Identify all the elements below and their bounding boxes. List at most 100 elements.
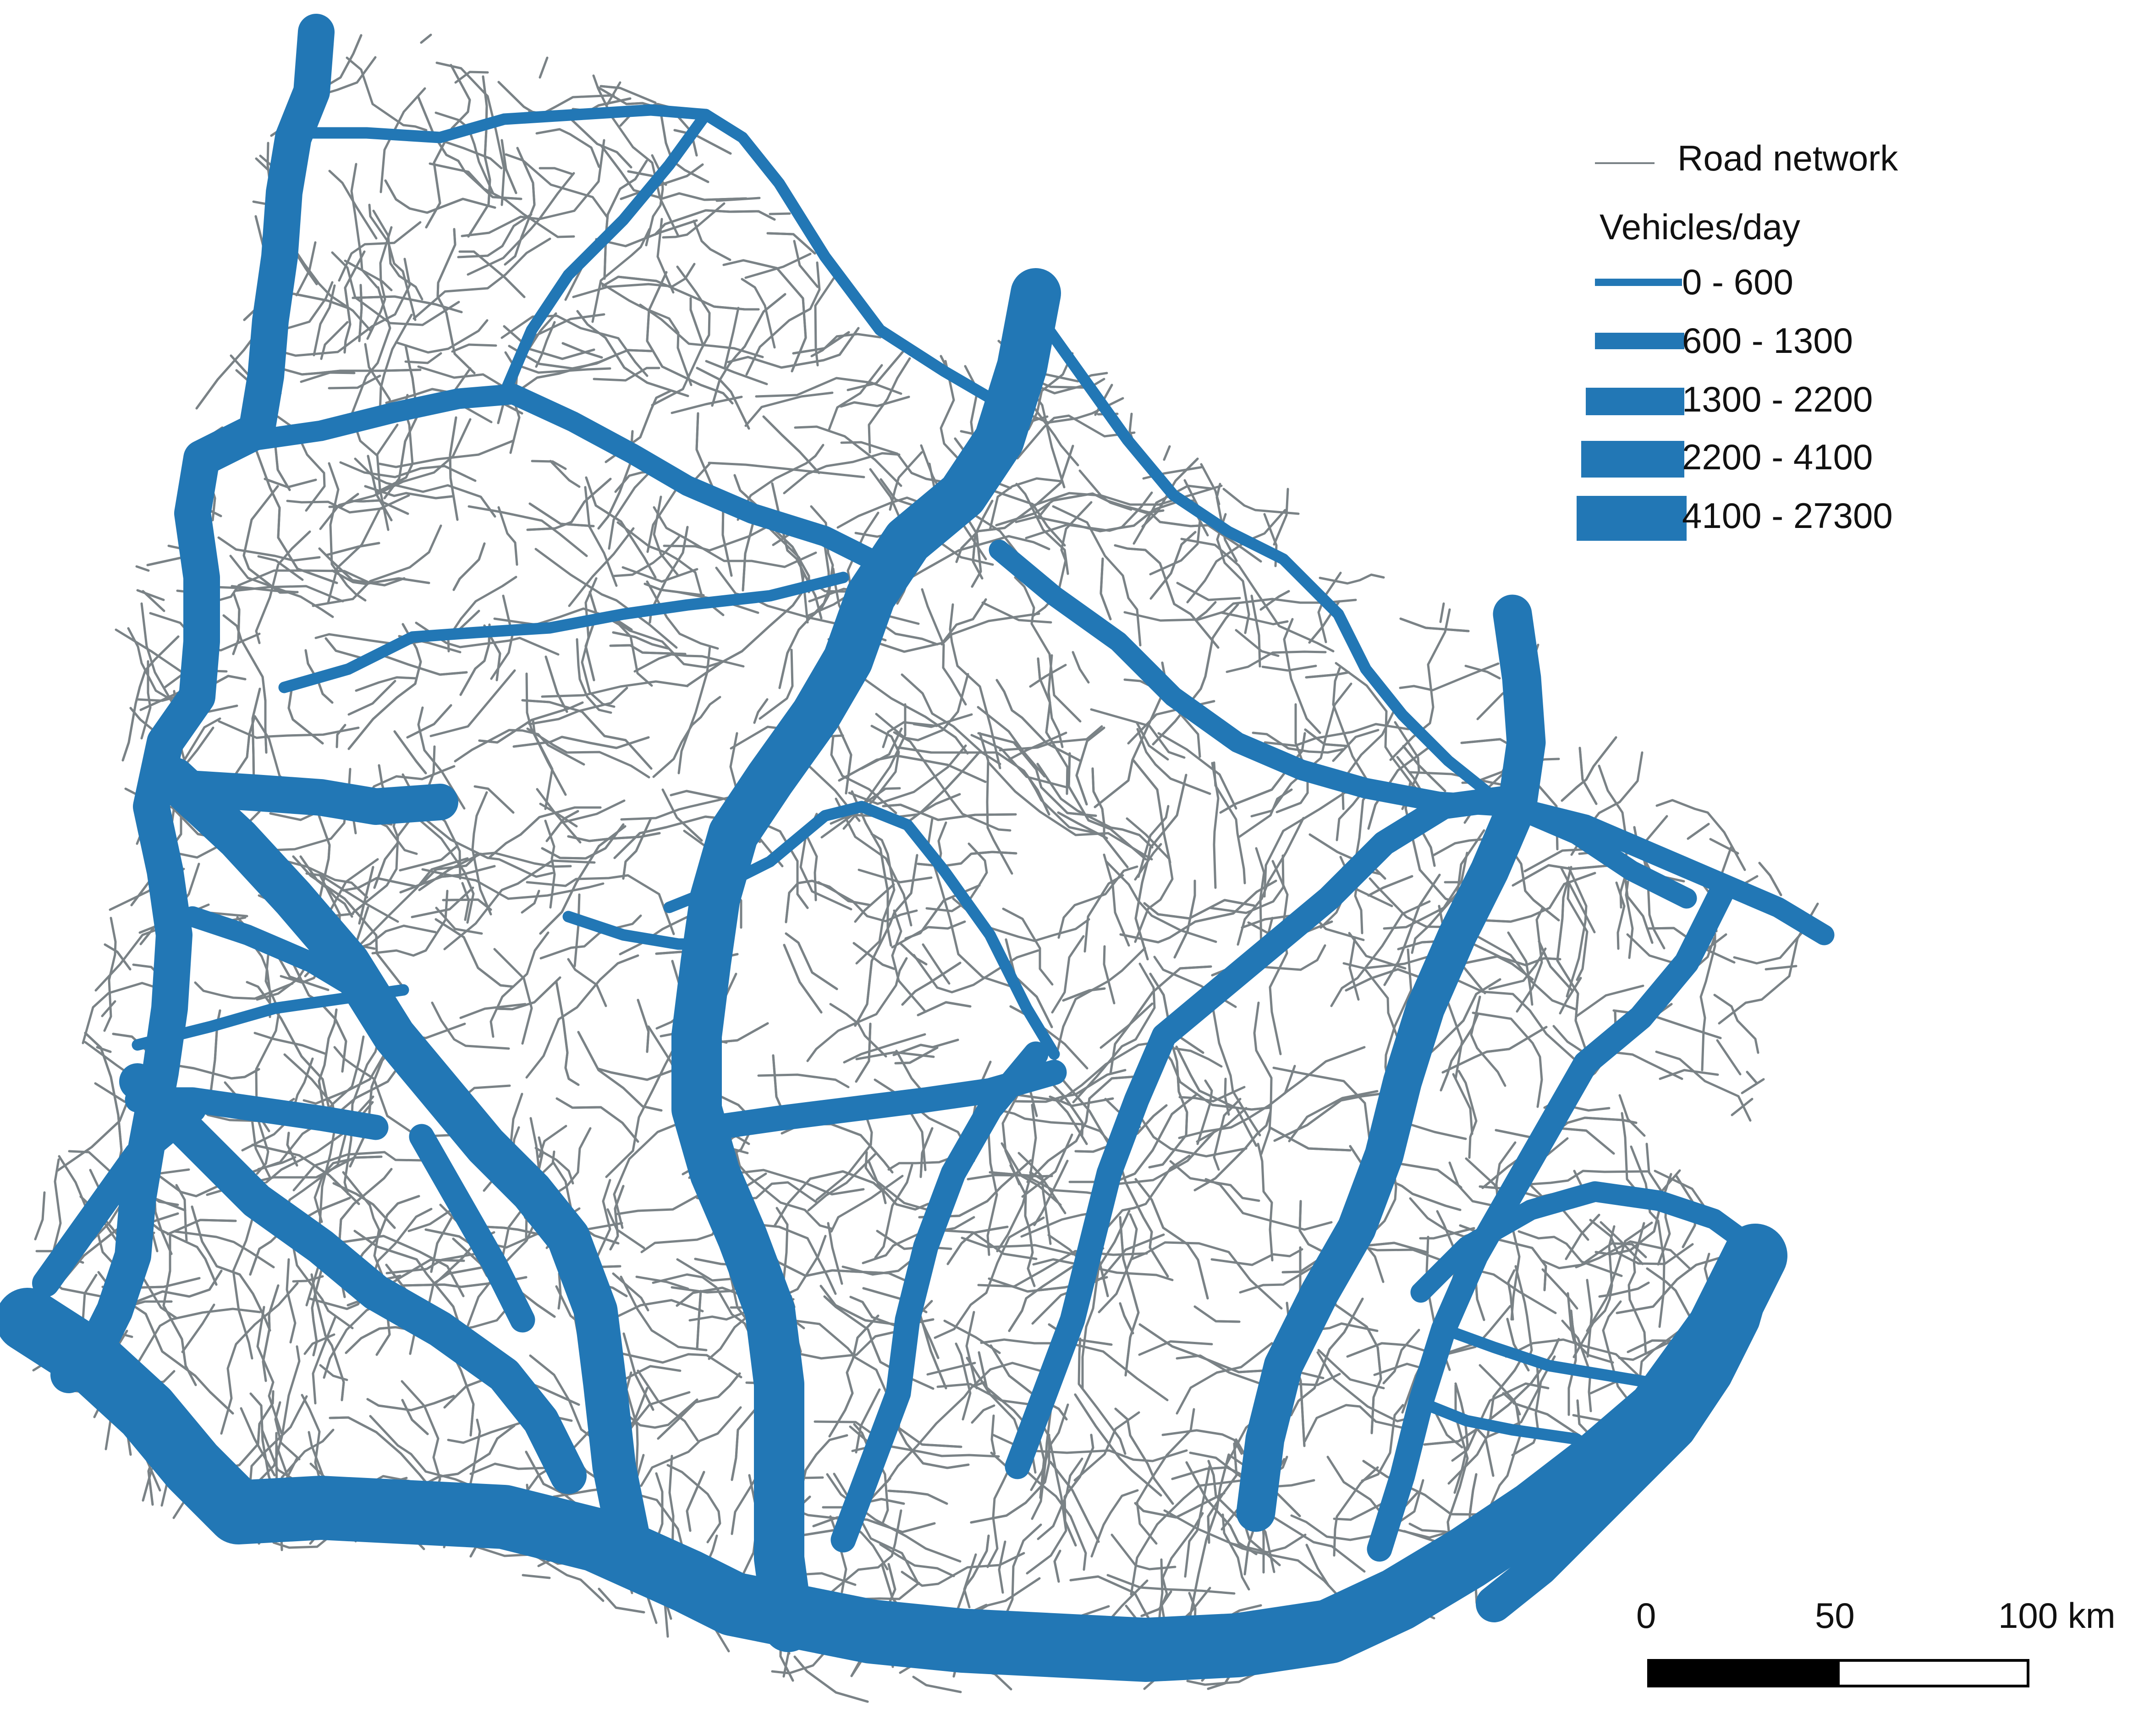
road-segment (1163, 1509, 1307, 1554)
road-segment (421, 868, 605, 900)
road-segment (449, 416, 459, 521)
road-segment (549, 460, 581, 488)
road-segment (862, 1216, 975, 1264)
road-segment (222, 614, 268, 754)
road-segment (401, 1399, 429, 1435)
flow-route (278, 571, 849, 693)
road-segment (1180, 538, 1335, 653)
road-segment (1119, 1302, 1134, 1335)
scale-segment-empty (1837, 1659, 2029, 1687)
road-segment (820, 703, 907, 839)
road-segment (843, 1033, 926, 1064)
road-segment (814, 1420, 871, 1434)
road-segment (417, 95, 522, 200)
road-segment (412, 237, 551, 320)
road-segment (1224, 1077, 1230, 1116)
road-segment (1389, 608, 1451, 761)
road-segment (1457, 1070, 1478, 1159)
road-segment (364, 485, 454, 500)
road-segment (500, 139, 517, 194)
road-segment (436, 228, 476, 374)
road-segment (965, 1311, 978, 1390)
road-segment (1014, 576, 1082, 723)
road-segment (833, 1472, 920, 1585)
road-segment (191, 1205, 271, 1332)
road-segment (521, 890, 540, 914)
road-segment (286, 1258, 297, 1344)
road-segment (727, 327, 860, 369)
road-segment (830, 1175, 904, 1233)
road-segment (793, 1655, 869, 1703)
road-segment (418, 852, 482, 891)
road-segment (696, 367, 750, 430)
road-segment (1304, 728, 1350, 747)
road-segment (1103, 853, 1130, 947)
road-segment (342, 865, 496, 892)
road-segment (783, 944, 823, 1014)
road-segment (601, 275, 760, 311)
road-segment (891, 909, 926, 1012)
road-segment (744, 253, 812, 279)
road-segment (1119, 879, 1277, 944)
scale-label-100: 100 km (1998, 1595, 2116, 1636)
road-segment (1140, 1590, 1172, 1617)
road-segment (1047, 654, 1064, 748)
road-segment (940, 612, 1040, 646)
road-segment (731, 1476, 758, 1535)
road-segment (246, 981, 331, 1115)
road-segment (1026, 1074, 1150, 1183)
road-segment (995, 492, 1165, 527)
road-segment (96, 1046, 112, 1053)
road-segment (1741, 1078, 1765, 1094)
road-segment (1219, 732, 1306, 814)
road-segment (1132, 759, 1171, 864)
road-segment (166, 1219, 237, 1236)
road-segment (347, 623, 422, 750)
road-segment (657, 1372, 741, 1440)
road-segment (1257, 1143, 1274, 1262)
road-segment (1586, 1279, 1593, 1358)
road-segment (761, 822, 809, 909)
road-segment (1189, 1453, 1230, 1617)
road-segment (404, 352, 442, 364)
road-segment (1264, 1511, 1366, 1573)
road-segment (922, 943, 951, 985)
road-segment (1009, 1164, 1036, 1287)
road-segment (568, 527, 635, 607)
road-segment (934, 1216, 1045, 1339)
road-segment (1137, 805, 1170, 878)
road-segment (972, 1362, 1050, 1387)
road-segment (1538, 940, 1573, 992)
road-segment (1175, 1045, 1258, 1147)
road-segment (350, 286, 391, 457)
road-segment (1185, 1461, 1258, 1555)
road-segment (500, 314, 649, 377)
road-segment (335, 724, 346, 748)
road-segment (162, 1234, 197, 1386)
road-segment (1283, 618, 1321, 734)
road-segment (526, 727, 650, 779)
legend-label-class-4: 2200 - 4100 (1682, 437, 1873, 477)
road-segment (785, 879, 872, 923)
road-segment (901, 961, 962, 1006)
road-segment (459, 1003, 527, 1019)
road-segment (989, 477, 1062, 531)
road-segment (350, 163, 379, 289)
road-segment (1465, 1157, 1521, 1321)
road-segment (431, 1001, 510, 1050)
road-segment (612, 631, 670, 650)
road-segment (1264, 723, 1410, 747)
road-segment (504, 351, 611, 374)
road-segment (1332, 729, 1380, 762)
road-segment (1305, 1544, 1330, 1587)
road-segment (417, 95, 522, 200)
road-segment (887, 1489, 948, 1505)
flow-route (50, 14, 335, 1393)
road-segment (1560, 866, 1596, 934)
road-segment (331, 569, 430, 585)
flow-route (1005, 785, 1525, 1479)
road-segment (868, 357, 911, 454)
road-segment (1072, 962, 1156, 1104)
scale-bar: 0 50 100 km (1627, 1595, 2116, 1691)
road-segment (967, 1174, 1108, 1197)
